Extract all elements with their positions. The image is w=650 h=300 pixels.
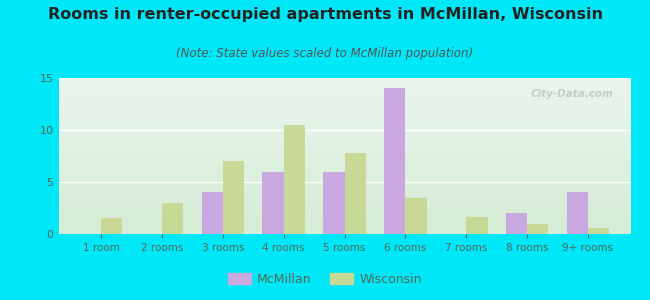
Bar	[263, 172, 283, 234]
Bar	[323, 172, 345, 234]
Bar	[406, 198, 426, 234]
Bar	[344, 153, 366, 234]
Bar	[506, 213, 527, 234]
Legend: McMillan, Wisconsin: McMillan, Wisconsin	[224, 268, 426, 291]
Bar	[101, 218, 122, 234]
Text: City-Data.com: City-Data.com	[530, 89, 614, 99]
Text: Rooms in renter-occupied apartments in McMillan, Wisconsin: Rooms in renter-occupied apartments in M…	[47, 8, 603, 22]
Bar	[202, 192, 223, 234]
Bar	[223, 161, 244, 234]
Bar	[527, 224, 549, 234]
Bar	[384, 88, 406, 234]
Bar	[162, 203, 183, 234]
Bar	[283, 125, 305, 234]
Bar	[588, 228, 609, 234]
Bar	[567, 192, 588, 234]
Bar	[466, 218, 488, 234]
Text: (Note: State values scaled to McMillan population): (Note: State values scaled to McMillan p…	[176, 46, 474, 59]
